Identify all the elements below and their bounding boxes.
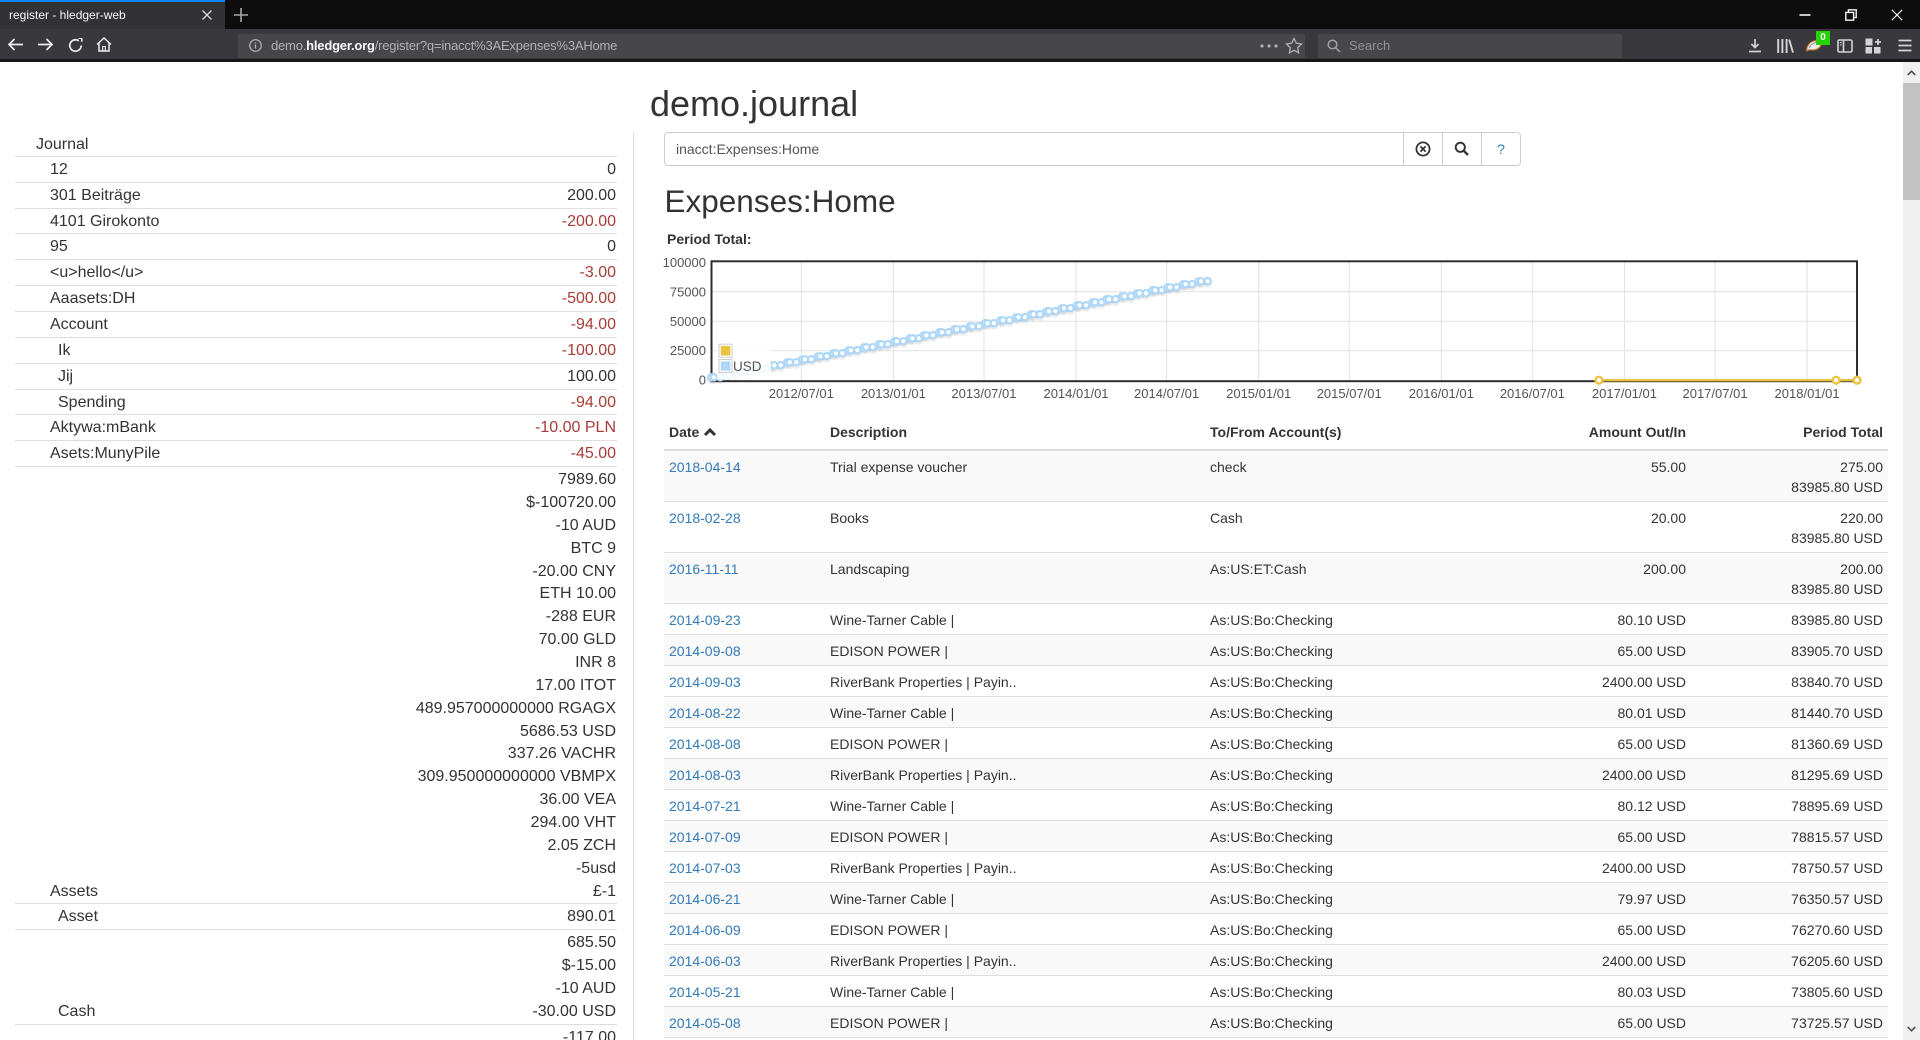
svg-text:2016/01/01: 2016/01/01 — [1409, 386, 1474, 401]
svg-text:2017/07/01: 2017/07/01 — [1682, 386, 1747, 401]
svg-text:2014/01/01: 2014/01/01 — [1043, 386, 1108, 401]
svg-text:2015/07/01: 2015/07/01 — [1317, 386, 1382, 401]
svg-text:2016/07/01: 2016/07/01 — [1500, 386, 1565, 401]
svg-text:2017/01/01: 2017/01/01 — [1592, 386, 1657, 401]
svg-text:2014/07/01: 2014/07/01 — [1134, 386, 1199, 401]
svg-text:2015/01/01: 2015/01/01 — [1226, 386, 1291, 401]
svg-text:75000: 75000 — [670, 284, 706, 299]
svg-text:25000: 25000 — [670, 343, 706, 358]
svg-text:100000: 100000 — [663, 255, 706, 270]
svg-text:2012/07/01: 2012/07/01 — [769, 386, 834, 401]
svg-text:50000: 50000 — [670, 314, 706, 329]
svg-text:0: 0 — [699, 373, 706, 388]
svg-text:2018/01/01: 2018/01/01 — [1775, 386, 1840, 401]
svg-text:2013/07/01: 2013/07/01 — [951, 386, 1016, 401]
svg-text:USD: USD — [733, 359, 762, 374]
svg-text:2013/01/01: 2013/01/01 — [861, 386, 926, 401]
